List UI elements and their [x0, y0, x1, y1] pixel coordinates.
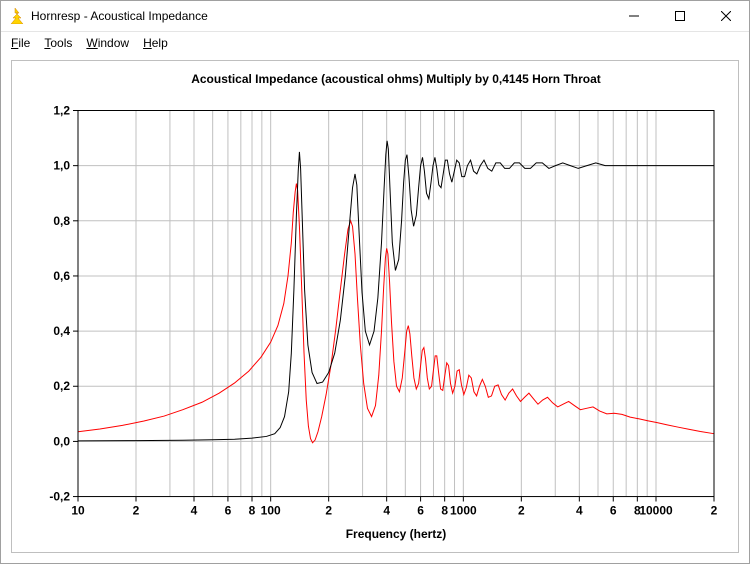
xtick-label: 2 — [133, 503, 140, 517]
xtick-label: 100 — [261, 503, 281, 517]
series-reactance — [78, 184, 714, 443]
close-button[interactable] — [703, 1, 749, 31]
xtick-label: 2 — [325, 503, 332, 517]
xtick-label: 4 — [383, 503, 390, 517]
ytick-label: 0,2 — [53, 379, 70, 393]
series-resistance — [78, 141, 714, 441]
impedance-chart: Acoustical Impedance (acoustical ohms) M… — [12, 61, 738, 552]
window-title: Hornresp - Acoustical Impedance — [31, 9, 611, 23]
xtick-label: 4 — [191, 503, 198, 517]
chart-title: Acoustical Impedance (acoustical ohms) M… — [191, 72, 601, 86]
ytick-label: 0,6 — [53, 269, 70, 283]
xtick-label: 6 — [417, 503, 424, 517]
xtick-label: 6 — [610, 503, 617, 517]
xtick-label: 2 — [518, 503, 525, 517]
window-controls — [611, 1, 749, 31]
minimize-button[interactable] — [611, 1, 657, 31]
chart-panel: Acoustical Impedance (acoustical ohms) M… — [11, 60, 739, 553]
xtick-label: 6 — [225, 503, 232, 517]
menubar: File Tools Window Help — [1, 32, 749, 54]
menu-help[interactable]: Help — [137, 34, 174, 52]
xtick-label: 2 — [711, 503, 718, 517]
content-area: Acoustical Impedance (acoustical ohms) M… — [1, 54, 749, 563]
xtick-label: 1000 — [450, 503, 477, 517]
ytick-label: 0,4 — [53, 324, 70, 338]
menu-window[interactable]: Window — [80, 34, 135, 52]
menu-file[interactable]: File — [5, 34, 36, 52]
x-axis-label: Frequency (hertz) — [346, 527, 447, 541]
xtick-label: 10 — [71, 503, 85, 517]
ytick-label: 0,8 — [53, 214, 70, 228]
maximize-button[interactable] — [657, 1, 703, 31]
ytick-label: -0,2 — [49, 490, 70, 504]
ytick-label: 0,0 — [53, 434, 70, 448]
xtick-label: 8 — [441, 503, 448, 517]
menu-tools[interactable]: Tools — [38, 34, 78, 52]
xtick-label: 10000 — [639, 503, 673, 517]
ytick-label: 1,2 — [53, 104, 70, 118]
ytick-label: 1,0 — [53, 159, 70, 173]
app-icon — [9, 8, 25, 24]
titlebar[interactable]: Hornresp - Acoustical Impedance — [1, 1, 749, 32]
xtick-label: 4 — [576, 503, 583, 517]
app-window: Hornresp - Acoustical Impedance File Too… — [0, 0, 750, 564]
xtick-label: 8 — [249, 503, 256, 517]
